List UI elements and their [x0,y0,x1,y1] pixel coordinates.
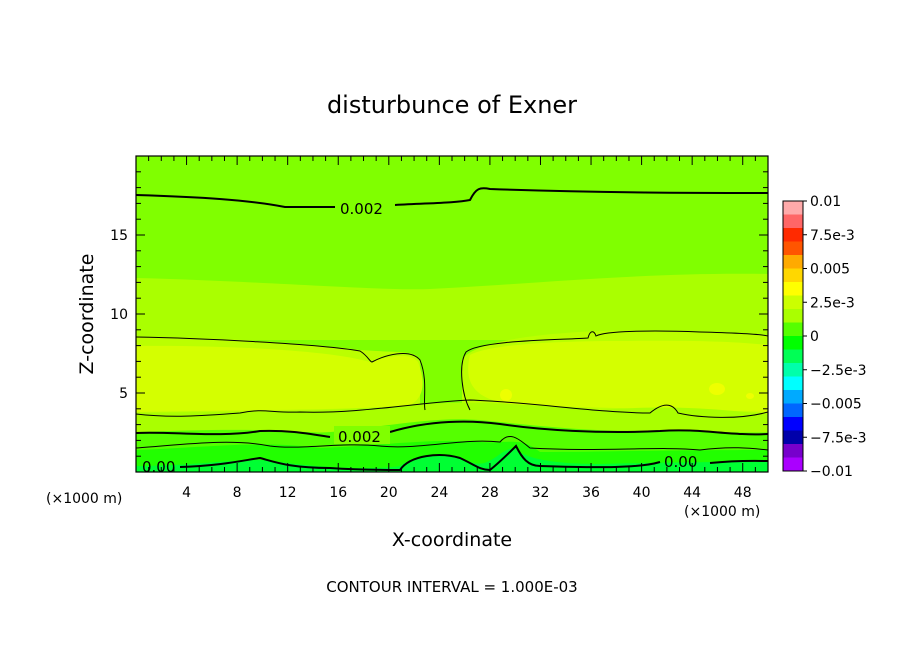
colorbar-swatch [783,336,803,350]
colorbar-swatch [783,214,803,229]
colorbar-label: −0.005 [810,397,862,413]
contour-line-low-c [136,436,768,451]
x-tick-label: 12 [279,485,297,501]
y-tick-label: 15 [110,228,128,244]
colorbar-swatch [783,309,803,323]
colorbar-label: 7.5e-3 [810,228,855,244]
y-tick-label: 10 [110,307,128,323]
colorbar-swatch [783,390,803,404]
axis-ticks [136,156,768,472]
colorbar-swatch [783,268,803,283]
colorbar-swatch [783,457,803,472]
x-axis-label: X-coordinate [392,529,512,551]
colorbar-label: −2.5e-3 [810,363,867,379]
contour-label-zero-right: 0.00 [664,453,697,471]
contour-line-mid [136,336,426,411]
contour-line-low-d [179,444,768,472]
field-cell-right [468,340,768,412]
field-band-low1 [136,402,768,432]
colorbar-label: −0.01 [810,464,853,480]
field-cell-left [136,345,423,412]
field-spot-3 [746,393,754,399]
colorbar-swatch [783,228,803,242]
x-tick-labels: 4 8 12 16 20 24 28 32 36 40 44 48 [182,485,752,501]
field-band-upper [136,273,768,340]
chart-title: disturbunce of Exner [327,91,577,119]
contour-label-lower: 0.002 [338,428,381,446]
y-tick-labels: 5 10 15 [110,228,128,402]
colorbar-label: 0.01 [810,194,841,210]
contour-line-low-a [136,399,768,418]
colorbar-swatch [783,430,803,445]
colorbar-swatch [783,363,803,377]
z-unit-label: (×1000 m) [46,491,122,507]
contour-label-zero-left: 0.00 [142,458,175,476]
colorbar-swatch [783,376,803,391]
contour-labels: 0.002 0.002 0.00 0.00 [142,197,697,476]
x-tick-label: 48 [734,485,752,501]
colorbar-swatch [783,201,803,215]
x-tick-label: 4 [182,485,191,501]
contour-line-upper [136,187,768,208]
colorbar [782,200,807,472]
plot-area [136,156,768,472]
contour-line-mid-right [461,330,768,411]
colorbar-swatch [783,349,803,364]
x-tick-label: 28 [481,485,499,501]
y-axis-label: Z-coordinate [76,254,98,375]
colorbar-label: 0 [810,329,819,345]
x-tick-label: 44 [683,485,701,501]
x-tick-label: 24 [430,485,448,501]
x-unit-label: (×1000 m) [684,504,760,520]
contour-label-upper: 0.002 [340,200,383,218]
colorbar-swatch [783,282,803,296]
colorbar-swatch [783,322,803,337]
field-spot-1 [500,389,512,401]
colorbar-label: −7.5e-3 [810,430,867,446]
x-tick-label: 16 [329,485,347,501]
x-tick-label: 20 [380,485,398,501]
x-tick-label: 36 [582,485,600,501]
y-tick-label: 5 [119,386,128,402]
contour-line-low-b [136,420,768,438]
colorbar-label: 0.005 [810,262,850,278]
field-spot-2 [709,383,725,395]
colorbar-swatch [783,403,803,418]
colorbar-swatch [783,444,803,458]
colorbar-swatch [783,417,803,431]
colorbar-swatch [783,255,803,269]
x-tick-label: 40 [633,485,651,501]
x-tick-label: 8 [233,485,242,501]
colorbar-labels: 0.01 7.5e-3 0.005 2.5e-3 0 −2.5e-3 −0.005 −7.5e… [810,194,867,480]
contour-interval-text: CONTOUR INTERVAL = 1.000E-03 [326,578,577,596]
colorbar-label: 2.5e-3 [810,295,855,311]
x-tick-label: 32 [532,485,550,501]
colorbar-swatch [783,295,803,310]
colorbar-swatch [783,241,803,256]
